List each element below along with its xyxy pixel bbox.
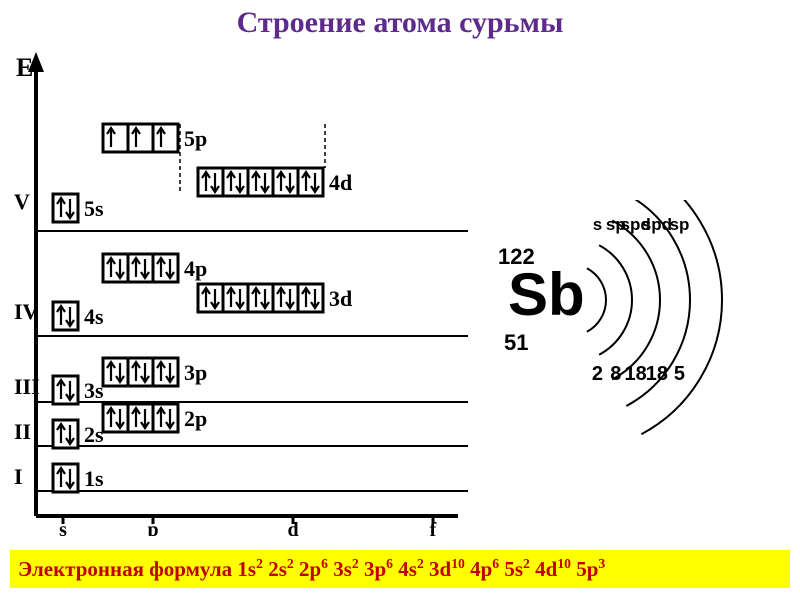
svg-text:5: 5 <box>674 363 685 385</box>
svg-text:1s: 1s <box>84 466 104 491</box>
svg-text:2p: 2p <box>184 406 207 431</box>
svg-text:4s: 4s <box>84 304 104 329</box>
svg-text:3p: 3p <box>184 360 207 385</box>
atomic-number: 51 <box>504 330 528 356</box>
svg-text:d: d <box>287 519 298 536</box>
svg-text:p: p <box>147 519 158 536</box>
svg-text:4p: 4p <box>184 256 207 281</box>
svg-text:s: s <box>59 519 67 536</box>
svg-text:IV: IV <box>14 299 39 324</box>
svg-text:3s: 3s <box>84 378 104 403</box>
svg-text:E: E <box>16 53 33 82</box>
svg-text:18: 18 <box>646 363 668 385</box>
svg-text:2s: 2s <box>84 422 104 447</box>
svg-text:sp: sp <box>670 215 690 234</box>
electron-formula: Электронная формула 1s2 2s2 2p6 3s2 3p6 … <box>10 550 790 588</box>
svg-text:5p: 5p <box>184 126 207 151</box>
svg-text:I: I <box>14 464 23 489</box>
svg-text:18: 18 <box>625 363 647 385</box>
svg-text:f: f <box>430 519 437 536</box>
svg-text:2: 2 <box>592 363 603 385</box>
atom-shell-model: s2sp8spd18spd18sp5 122 Sb 51 <box>490 200 790 450</box>
element-symbol: Sb <box>508 260 585 329</box>
svg-text:5s: 5s <box>84 196 104 221</box>
page-title: Строение атома сурьмы <box>0 0 800 42</box>
svg-text:II: II <box>14 419 31 444</box>
svg-text:spd: spd <box>642 215 672 234</box>
svg-text:V: V <box>14 189 30 214</box>
svg-text:s: s <box>593 215 602 234</box>
svg-text:3d: 3d <box>329 286 352 311</box>
energy-diagram: EspdfIIIIIIIVV1s2s2p3s3p4s3d4p5s4d5p <box>8 46 468 536</box>
svg-text:4d: 4d <box>329 170 352 195</box>
svg-text:III: III <box>14 374 40 399</box>
